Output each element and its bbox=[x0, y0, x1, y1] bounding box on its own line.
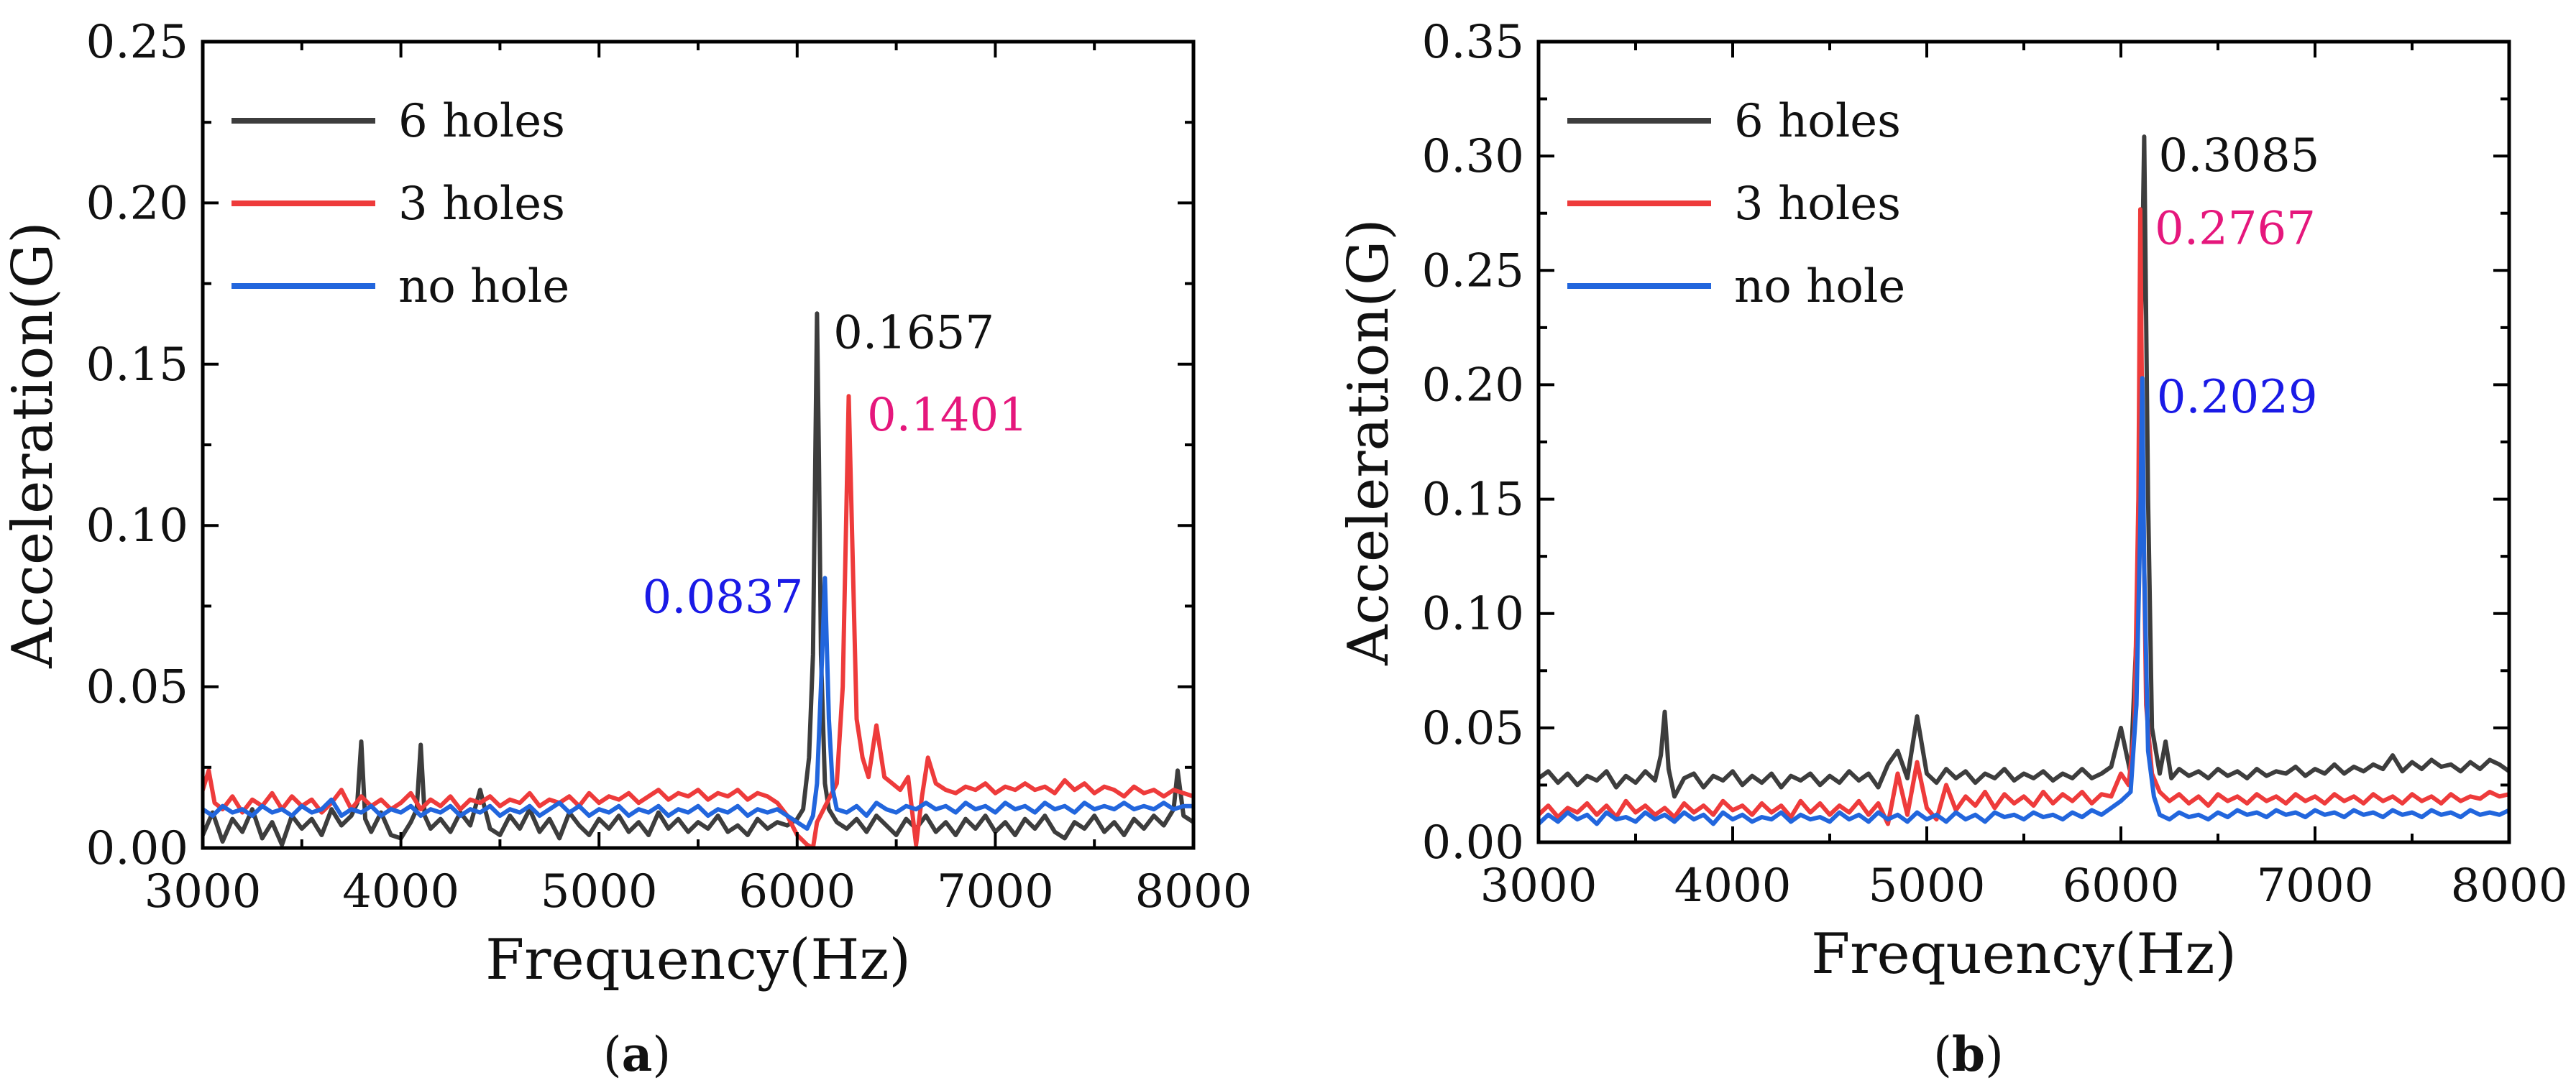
series-line-no-hole bbox=[203, 576, 1193, 831]
legend-label: 6 holes bbox=[1734, 95, 1901, 148]
x-tick-label: 5000 bbox=[1869, 859, 1986, 913]
y-tick-label: 0.00 bbox=[1422, 816, 1525, 870]
y-axis-title: Acceleration(G) bbox=[1337, 218, 1401, 665]
y-tick-label: 0.25 bbox=[86, 16, 189, 69]
series-line-6-holes bbox=[203, 311, 1193, 847]
series-line-3-holes bbox=[1539, 207, 2509, 826]
x-tick-label: 6000 bbox=[2063, 859, 2180, 913]
x-tick-label: 5000 bbox=[541, 865, 658, 918]
peak-annotation: 0.0837 bbox=[642, 571, 803, 624]
panel-letter: b bbox=[1952, 1026, 1985, 1082]
series-lines bbox=[1539, 134, 2509, 826]
legend-label: 6 holes bbox=[398, 95, 565, 148]
chart-panel-b: 3000 4000 5000 6000 7000 8000 0.00 0.05 0.10 0.15… bbox=[1337, 16, 2567, 1082]
plot-frame bbox=[201, 40, 1196, 850]
panel-letter: a bbox=[622, 1026, 653, 1082]
y-tick-label: 0.35 bbox=[1422, 16, 1525, 69]
x-tick-label: 6000 bbox=[738, 865, 856, 918]
x-tick-label: 8000 bbox=[1135, 865, 1252, 918]
peak-annotation: 0.2767 bbox=[2155, 202, 2316, 255]
x-tick-label: 3000 bbox=[145, 865, 262, 918]
legend-label: 3 holes bbox=[1734, 178, 1901, 231]
peak-annotation: 0.1401 bbox=[867, 389, 1028, 442]
chart-panel-a: 3000 4000 5000 6000 7000 8000 0.00 0.05 0.10 0.15… bbox=[1, 16, 1252, 1082]
series-line-no-hole bbox=[1539, 376, 2509, 826]
peak-annotation: 0.3085 bbox=[2158, 129, 2319, 183]
x-tick-label: 3000 bbox=[1480, 859, 1598, 913]
panel-label: (b) bbox=[1933, 1026, 2004, 1082]
x-axis-title: Frequency(Hz) bbox=[1811, 922, 2237, 987]
y-tick-label: 0.15 bbox=[86, 338, 189, 392]
y-tick-label: 0.25 bbox=[1422, 244, 1525, 298]
legend: 6 holes 3 holes no hole bbox=[1567, 95, 1905, 313]
y-tick-label: 0.05 bbox=[1422, 702, 1525, 755]
y-tick-label: 0.00 bbox=[86, 822, 189, 875]
x-tick-label: 7000 bbox=[937, 865, 1054, 918]
series-lines bbox=[203, 311, 1193, 848]
series-line-3-holes bbox=[203, 394, 1193, 848]
y-tick-label: 0.20 bbox=[86, 177, 189, 230]
y-tick-label: 0.10 bbox=[1422, 588, 1525, 641]
y-tick-label: 0.10 bbox=[86, 499, 189, 553]
x-axis-title: Frequency(Hz) bbox=[485, 928, 911, 992]
legend-label: 3 holes bbox=[398, 178, 565, 231]
y-axis-title: Acceleration(G) bbox=[1, 221, 65, 668]
legend-label: no hole bbox=[398, 260, 569, 313]
panel-label: (a) bbox=[603, 1026, 671, 1082]
x-tick-label: 4000 bbox=[1674, 859, 1792, 913]
y-tick-label: 0.05 bbox=[86, 661, 189, 714]
x-tick-label: 7000 bbox=[2257, 859, 2374, 913]
plot-frame bbox=[1536, 40, 2511, 844]
x-tick-label: 8000 bbox=[2451, 859, 2568, 913]
legend: 6 holes 3 holes no hole bbox=[232, 95, 569, 313]
peak-annotation: 0.2029 bbox=[2157, 371, 2318, 424]
series-line-6-holes bbox=[1539, 134, 2509, 799]
y-tick-label: 0.15 bbox=[1422, 474, 1525, 527]
x-tick-label: 4000 bbox=[342, 865, 459, 918]
peak-annotation: 0.1657 bbox=[833, 306, 994, 359]
y-tick-label: 0.30 bbox=[1422, 130, 1525, 183]
y-tick-label: 0.20 bbox=[1422, 359, 1525, 412]
legend-label: no hole bbox=[1734, 260, 1905, 313]
